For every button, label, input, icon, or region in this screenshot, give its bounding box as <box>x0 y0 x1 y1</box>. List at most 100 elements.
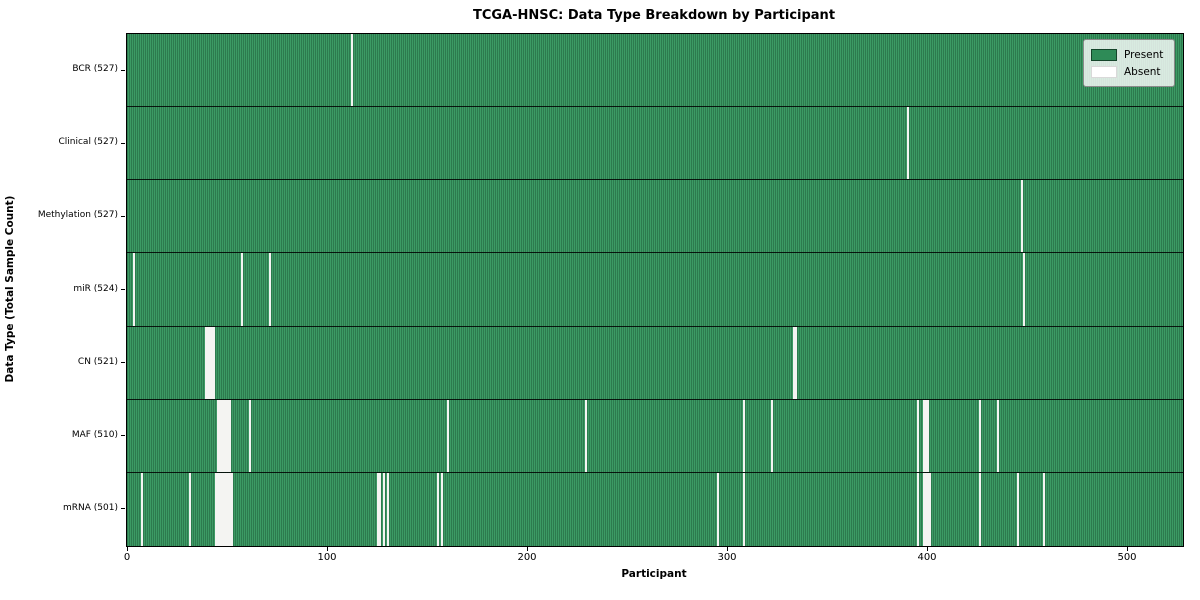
absent-mark <box>979 399 981 472</box>
row-mir <box>127 253 1183 327</box>
absent-mark <box>979 472 981 546</box>
absent-mark <box>923 472 925 546</box>
row-mrna <box>127 472 1183 546</box>
absent-mark <box>229 472 231 546</box>
row-clinical <box>127 107 1183 181</box>
x-tick-label: 500 <box>1117 552 1137 563</box>
absent-mark <box>207 326 209 399</box>
x-tick-label: 300 <box>717 552 737 563</box>
y-tick-label: MAF (510) <box>71 429 118 440</box>
absent-mark <box>585 399 587 472</box>
row-maf <box>127 399 1183 473</box>
absent-mark <box>743 472 745 546</box>
x-tick-label: 200 <box>517 552 537 563</box>
row-cn <box>127 326 1183 400</box>
y-tick-mark <box>121 289 125 290</box>
absent-mark <box>189 472 191 546</box>
y-tick-label: Methylation (527) <box>37 210 118 221</box>
y-tick-label: CN (521) <box>77 356 118 367</box>
x-axis-title: Participant <box>621 568 687 580</box>
absent-mark <box>929 472 931 546</box>
absent-mark <box>1017 472 1019 546</box>
chart-title: TCGA-HNSC: Data Type Breakdown by Partic… <box>472 8 836 23</box>
absent-mark <box>269 253 271 326</box>
absent-mark <box>927 399 929 472</box>
absent-mark <box>213 326 215 399</box>
absent-mark <box>217 472 219 546</box>
absent-mark <box>217 399 219 472</box>
x-tick-mark <box>1127 547 1128 551</box>
row-bcr <box>127 34 1183 108</box>
absent-mark <box>221 472 223 546</box>
absent-mark <box>447 399 449 472</box>
absent-mark <box>215 472 217 546</box>
absent-mark <box>771 399 773 472</box>
absent-mark <box>219 399 221 472</box>
y-tick-mark <box>121 362 125 364</box>
present-swatch <box>1091 48 1117 61</box>
absent-mark <box>141 472 143 546</box>
legend-entry-present: Present <box>1091 46 1166 63</box>
y-tick-label: BCR (527) <box>72 64 118 75</box>
absent-mark <box>917 399 919 472</box>
plot-area <box>126 33 1184 547</box>
absent-mark <box>717 472 719 546</box>
absent-mark <box>229 399 231 472</box>
legend-entry-absent: Absent <box>1091 63 1166 80</box>
absent-mark <box>377 472 379 546</box>
y-tick-mark <box>121 142 125 144</box>
y-tick-mark <box>121 435 125 437</box>
row-methylation <box>127 180 1183 254</box>
absent-mark <box>387 472 389 546</box>
absent-mark <box>923 399 925 472</box>
x-tick-mark <box>527 547 528 551</box>
absent-mark <box>925 399 927 472</box>
absent-mark <box>231 472 233 546</box>
absent-swatch <box>1091 65 1117 78</box>
absent-mark <box>1043 472 1045 546</box>
x-tick-mark <box>327 547 328 551</box>
absent-mark <box>205 326 207 399</box>
absent-mark <box>997 399 999 472</box>
absent-mark <box>221 399 223 472</box>
absent-mark <box>249 399 251 472</box>
absent-mark <box>227 472 229 546</box>
y-tick-mark <box>121 215 125 217</box>
absent-mark <box>441 472 443 546</box>
legend-label-present: Present <box>1124 48 1164 61</box>
absent-mark <box>907 107 909 180</box>
x-tick-mark <box>927 547 928 551</box>
y-tick-mark <box>121 69 125 71</box>
absent-mark <box>241 253 243 326</box>
absent-mark <box>1023 253 1025 326</box>
y-tick-mark <box>121 508 125 510</box>
absent-mark <box>225 399 227 472</box>
y-tick-label: miR (524) <box>73 283 118 294</box>
absent-mark <box>917 472 919 546</box>
absent-mark <box>219 472 221 546</box>
x-tick-label: 0 <box>123 552 131 563</box>
absent-mark <box>211 326 213 399</box>
legend-label-absent: Absent <box>1124 65 1161 78</box>
y-tick-label: Clinical (527) <box>58 137 118 148</box>
y-tick-label: mRNA (501) <box>63 502 118 513</box>
x-tick-mark <box>127 547 128 551</box>
absent-mark <box>227 399 229 472</box>
absent-mark <box>133 253 135 326</box>
x-tick-mark <box>727 547 728 551</box>
absent-mark <box>225 472 227 546</box>
absent-mark <box>927 472 929 546</box>
absent-mark <box>795 326 797 399</box>
legend: Present Absent <box>1083 39 1175 87</box>
absent-mark <box>793 326 795 399</box>
x-tick-label: 100 <box>317 552 337 563</box>
absent-mark <box>223 472 225 546</box>
absent-mark <box>925 472 927 546</box>
absent-mark <box>223 399 225 472</box>
absent-mark <box>437 472 439 546</box>
x-tick-label: 400 <box>917 552 937 563</box>
absent-mark <box>379 472 381 546</box>
absent-mark <box>1021 180 1023 253</box>
absent-mark <box>743 399 745 472</box>
